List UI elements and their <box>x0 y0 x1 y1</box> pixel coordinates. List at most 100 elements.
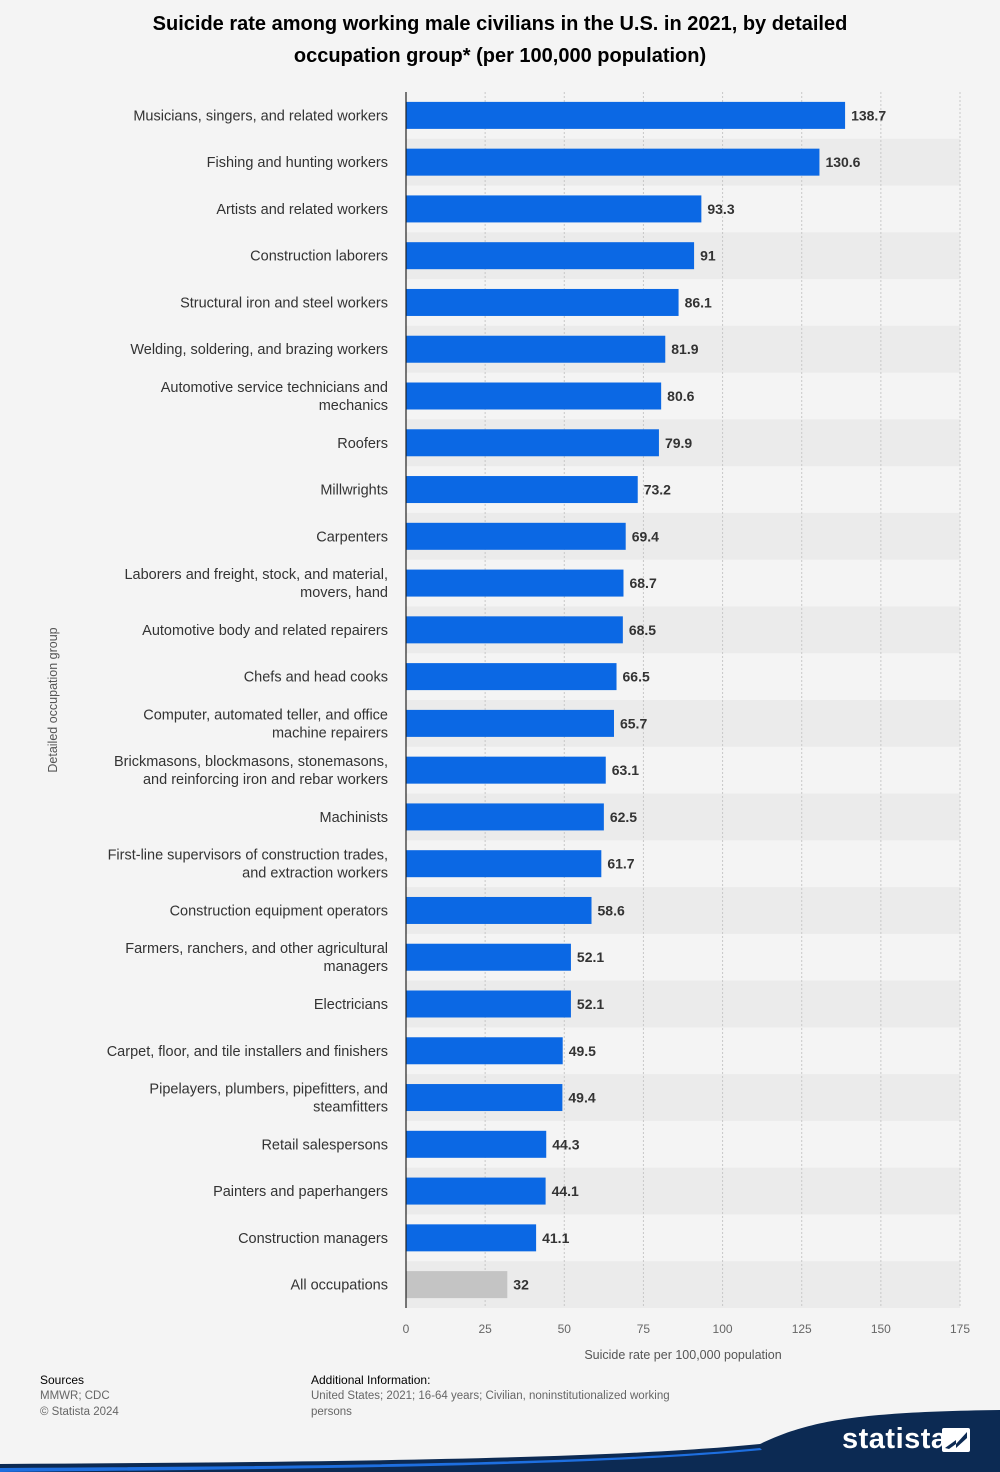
category-label-line: Laborers and freight, stock, and materia… <box>124 567 388 583</box>
bar <box>406 616 623 644</box>
category-label-line: Retail salespersons <box>261 1137 388 1153</box>
category-label-line: Welding, soldering, and brazing workers <box>130 342 388 358</box>
bar-value-label: 66.5 <box>623 669 650 685</box>
bar-value-label: 49.4 <box>568 1090 595 1106</box>
bars <box>406 101 846 1299</box>
category-label-line: Artists and related workers <box>216 202 388 218</box>
bar-value-label: 93.3 <box>707 201 734 217</box>
category-label-line: Farmers, ranchers, and other agricultura… <box>125 941 388 957</box>
category-label-line: Computer, automated teller, and office <box>143 707 388 723</box>
bar-value-label: 65.7 <box>620 715 647 731</box>
sources-block: Sources MMWR; CDC © Statista 2024 <box>40 1372 119 1420</box>
x-tick-label: 25 <box>478 1322 492 1336</box>
bar <box>406 1130 547 1158</box>
category-label: Computer, automated teller, and office ma… <box>143 707 388 741</box>
x-tick-label: 75 <box>637 1322 651 1336</box>
category-label: Automotive body and related repairers <box>142 623 388 639</box>
category-label-line: and extraction workers <box>242 866 388 882</box>
bar-value-label: 61.7 <box>607 856 634 872</box>
bar <box>406 943 571 971</box>
brand-logo-text: statista <box>842 1423 948 1455</box>
bar <box>406 896 592 924</box>
x-axis-label: Suicide rate per 100,000 population <box>584 1348 781 1362</box>
category-label-line: Construction equipment operators <box>170 903 388 919</box>
x-tick-label: 50 <box>558 1322 572 1336</box>
bar-value-label: 41.1 <box>542 1230 569 1246</box>
bar <box>406 1224 537 1252</box>
bar-value-label: 49.5 <box>569 1043 596 1059</box>
category-label: Automotive service technicians and mechan… <box>161 380 388 414</box>
sources-heading: Sources <box>40 1373 85 1387</box>
category-label: Construction managers <box>238 1231 388 1247</box>
category-label: First-line supervisors of construction t… <box>108 848 388 882</box>
category-label-line: machine repairers <box>272 725 388 741</box>
category-label: Carpet, floor, and tile installers and f… <box>107 1044 388 1060</box>
category-label: Artists and related workers <box>216 202 388 218</box>
bar <box>406 990 571 1018</box>
category-label-line: Roofers <box>337 436 388 452</box>
category-label: Construction laborers <box>250 249 388 265</box>
category-label-line: Musicians, singers, and related workers <box>133 108 388 124</box>
category-label: All occupations <box>290 1278 388 1294</box>
category-label-line: All occupations <box>290 1278 388 1294</box>
bar <box>406 195 702 223</box>
category-label: Construction equipment operators <box>170 903 388 919</box>
bar <box>406 429 659 457</box>
category-label-line: Chefs and head cooks <box>244 670 388 686</box>
bar <box>406 663 617 691</box>
bar-chart: Musicians, singers, and related workers F… <box>46 92 971 1362</box>
category-label-line: mechanics <box>319 398 388 414</box>
category-label: Millwrights <box>320 483 388 499</box>
bar-value-label: 32 <box>513 1277 529 1293</box>
category-label: Fishing and hunting workers <box>207 155 388 171</box>
bar-value-label: 44.1 <box>552 1183 579 1199</box>
bar <box>406 756 606 784</box>
bar <box>406 335 666 363</box>
category-label-line: Structural iron and steel workers <box>180 295 388 311</box>
x-tick-label: 150 <box>871 1322 891 1336</box>
bar-value-label: 73.2 <box>644 482 671 498</box>
category-label: Musicians, singers, and related workers <box>133 108 388 124</box>
category-label-line: Machinists <box>320 810 389 826</box>
bar-value-label: 68.5 <box>629 622 656 638</box>
x-tick-label: 100 <box>713 1322 733 1336</box>
category-label-line: and reinforcing iron and rebar workers <box>143 772 388 788</box>
bar-value-label: 44.3 <box>552 1136 579 1152</box>
bar-value-label: 130.6 <box>825 154 860 170</box>
category-label-line: Electricians <box>314 997 388 1013</box>
category-label: Pipelayers, plumbers, pipefitters, and st… <box>149 1082 388 1116</box>
additional-info-line: persons <box>311 1406 352 1418</box>
category-label-line: Carpenters <box>316 529 388 545</box>
x-tick-label: 175 <box>950 1322 970 1336</box>
category-label-line: Brickmasons, blockmasons, stonemasons, <box>114 754 388 770</box>
brand-wave <box>0 1410 1000 1472</box>
chart-title-line: occupation group* (per 100,000 populatio… <box>293 45 707 67</box>
row-bands <box>406 138 960 1308</box>
bar <box>406 522 626 550</box>
x-tick-label: 125 <box>792 1322 812 1336</box>
bar-value-label: 63.1 <box>612 762 639 778</box>
bar-value-label: 79.9 <box>665 435 692 451</box>
chart-title-line: Suicide rate among working male civilian… <box>152 13 848 35</box>
category-label: Chefs and head cooks <box>244 670 388 686</box>
bar <box>406 850 602 878</box>
x-axis-ticks: 0 25 50 75 100 125 150 175 <box>403 1322 971 1336</box>
bar-value-label: 52.1 <box>577 996 604 1012</box>
bar <box>406 1271 508 1299</box>
bar <box>406 1084 563 1112</box>
bar-value-label: 58.6 <box>598 902 625 918</box>
bar-value-label: 52.1 <box>577 949 604 965</box>
category-label-line: Construction managers <box>238 1231 388 1247</box>
category-label: Roofers <box>337 436 388 452</box>
category-label-line: Automotive service technicians and <box>161 380 388 396</box>
category-label-line: steamfitters <box>313 1100 388 1116</box>
category-label-line: managers <box>324 959 388 975</box>
value-labels: 138.7 130.6 93.3 91 86.1 81.9 80.6 79.9 73.2 69.4… <box>513 107 886 1292</box>
category-label-line: Millwrights <box>320 483 388 499</box>
category-label: Welding, soldering, and brazing workers <box>130 342 388 358</box>
bar <box>406 476 638 504</box>
category-label-line: Fishing and hunting workers <box>207 155 388 171</box>
category-label-line: movers, hand <box>300 585 388 601</box>
category-label: Structural iron and steel workers <box>180 295 388 311</box>
category-label-line: Construction laborers <box>250 249 388 265</box>
